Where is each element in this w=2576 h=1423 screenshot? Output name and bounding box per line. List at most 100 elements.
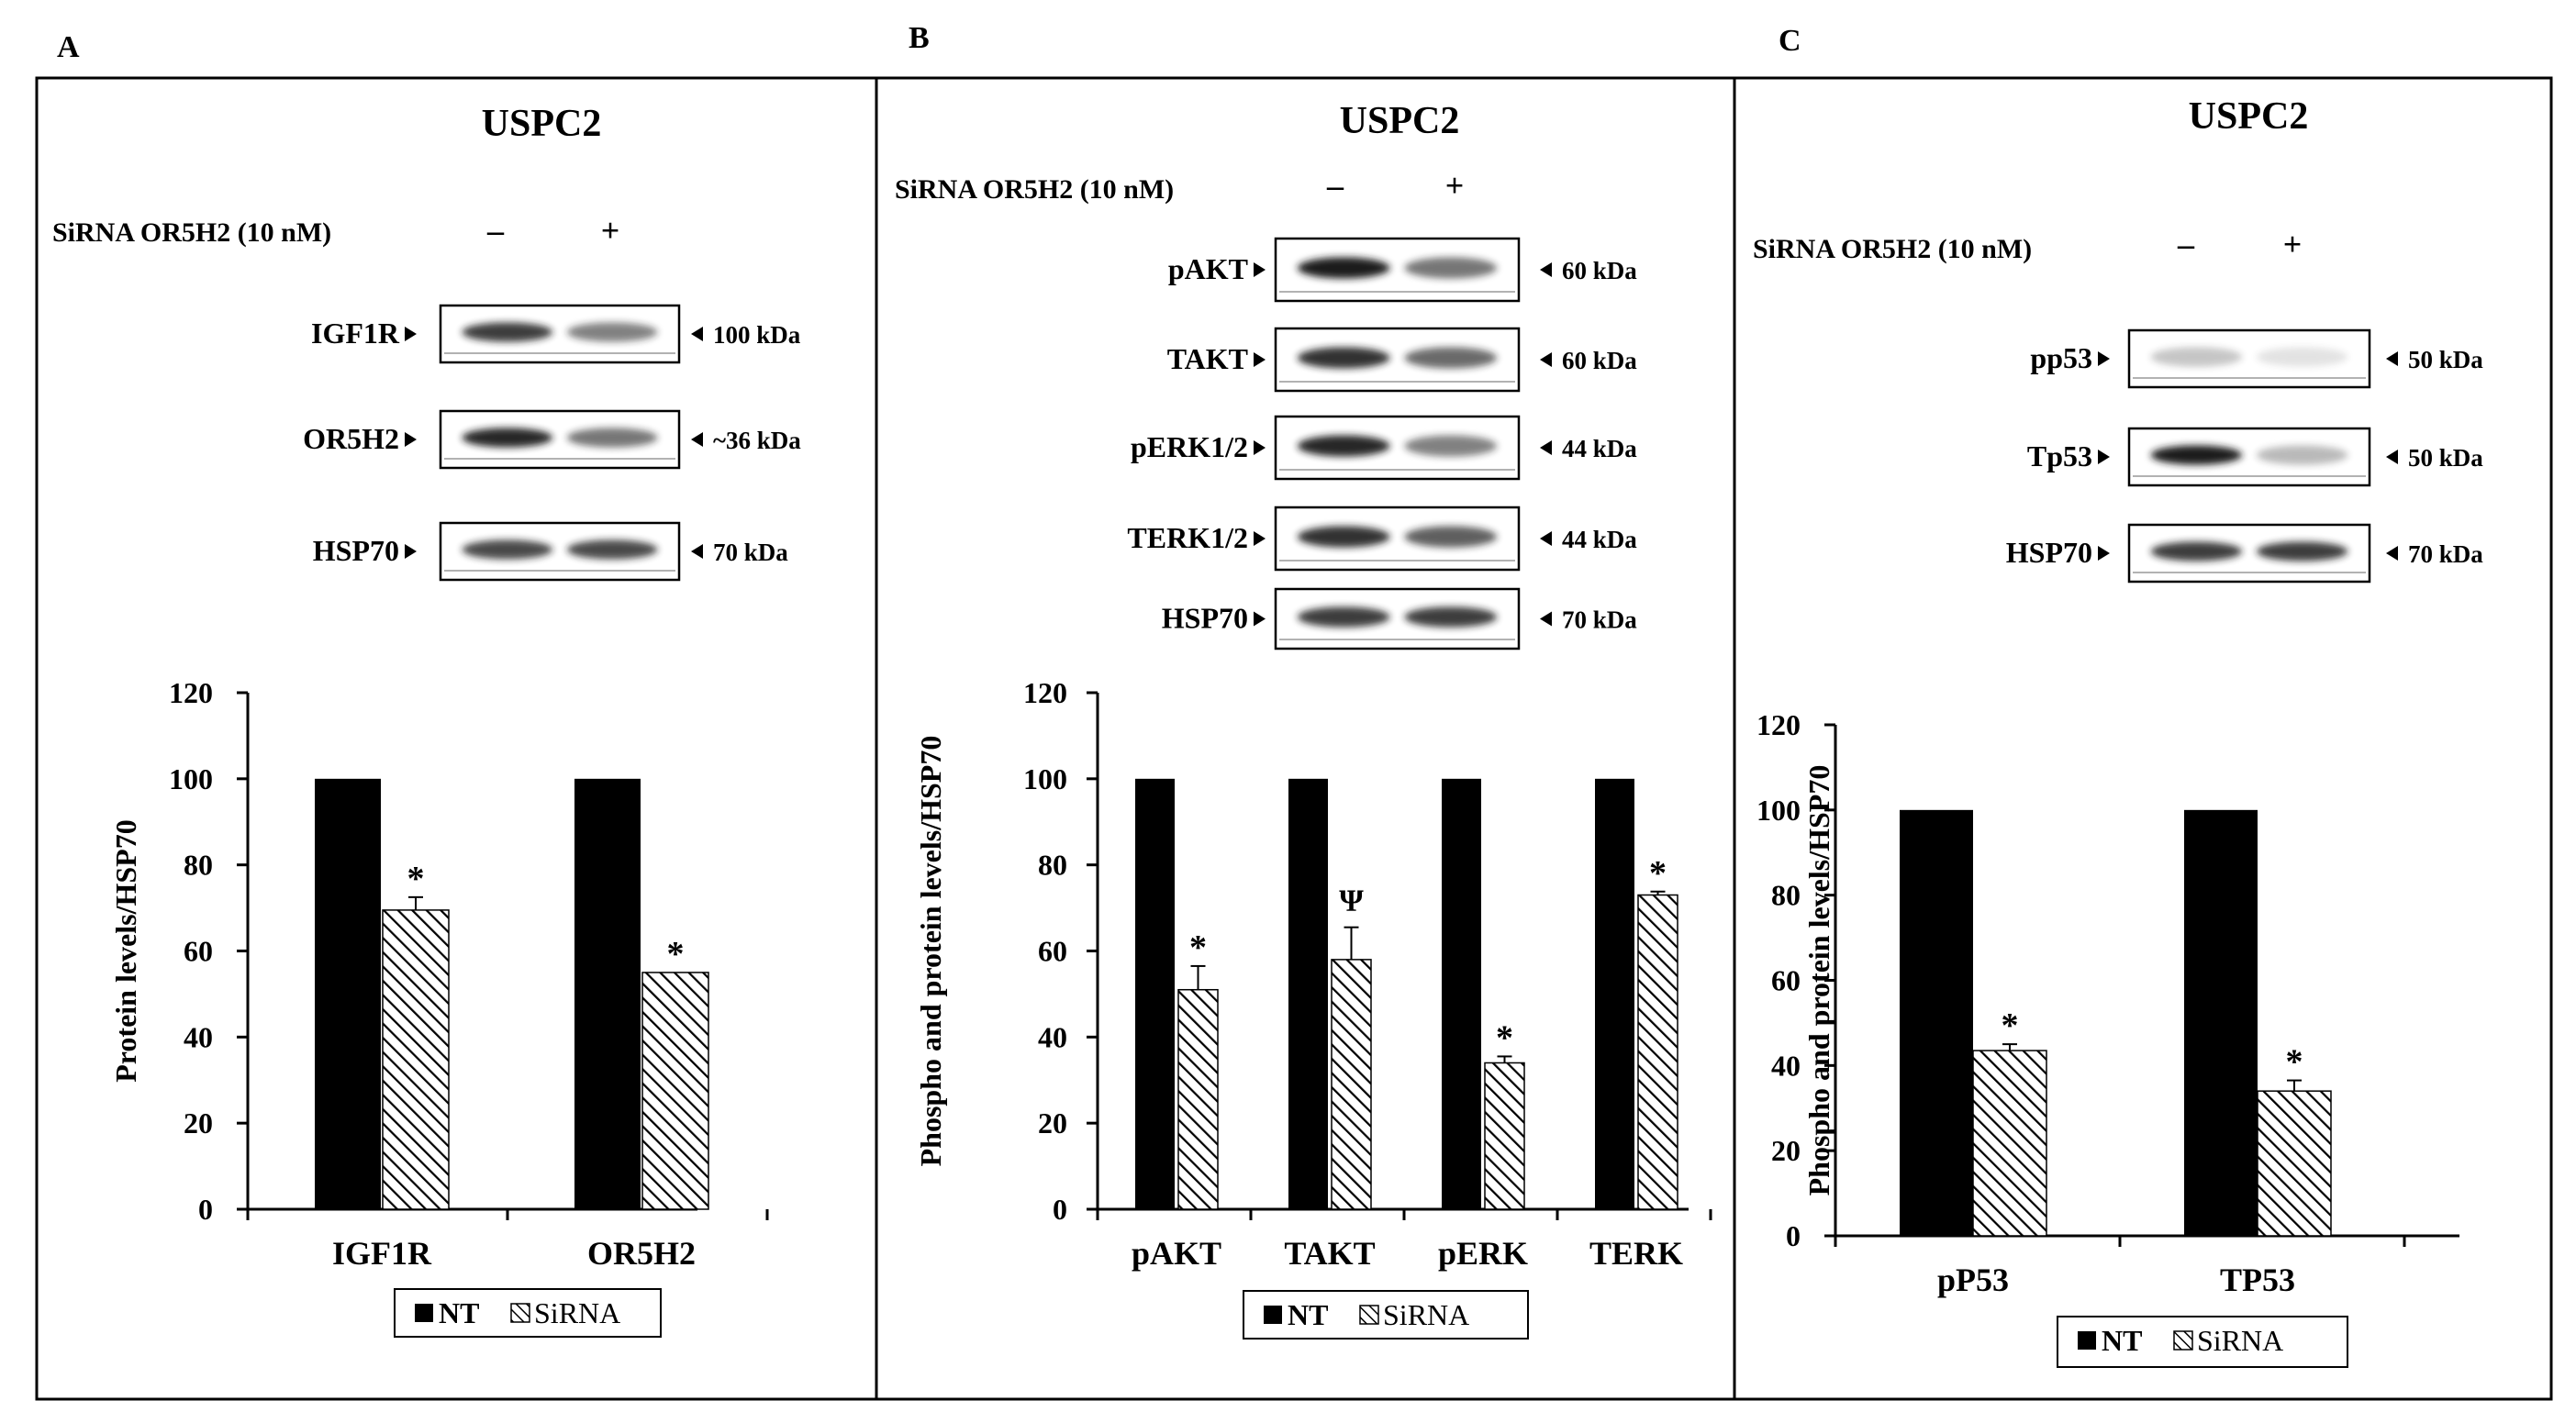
blot-band-nt xyxy=(2150,445,2243,465)
legend: NT SiRNA xyxy=(1243,1290,1529,1340)
blot-band-sirna xyxy=(1404,347,1498,369)
blot-row-perk1-2: pERK1/2 44 kDa xyxy=(1131,415,1637,481)
bar-sirna xyxy=(382,909,450,1210)
x-tick-label: pAKT xyxy=(1132,1235,1221,1272)
right-arrow-icon xyxy=(2098,351,2110,366)
left-arrow-icon xyxy=(691,544,703,559)
legend-frame xyxy=(2057,1316,2348,1368)
blot-band-sirna xyxy=(566,539,658,560)
treatment-label: SiRNA OR5H2 (10 nM) xyxy=(895,174,1174,205)
blot-band-nt xyxy=(1297,347,1390,369)
blot-label: TAKT xyxy=(1167,342,1248,375)
blot-band-nt xyxy=(1297,526,1390,548)
x-tick-label: pP53 xyxy=(1937,1262,2009,1298)
y-tick-label: 100 xyxy=(1023,762,1067,795)
right-arrow-icon xyxy=(2098,546,2110,561)
blot-kda-label: 100 kDa xyxy=(713,321,801,349)
blot-row-or5h2: OR5H2 ~36 kDa xyxy=(303,409,801,470)
blot-band-sirna xyxy=(1404,526,1498,548)
blot-row-hsp70: HSP70 70 kDa xyxy=(2006,523,2483,584)
y-tick-label: 100 xyxy=(1756,794,1801,827)
blot-band-nt xyxy=(1297,257,1390,279)
right-arrow-icon xyxy=(1254,262,1266,277)
significance-mark: * xyxy=(1649,854,1667,893)
blot-kda-label: 50 kDa xyxy=(2408,444,2483,472)
blot-kda-label: 70 kDa xyxy=(1562,606,1637,634)
bar-nt xyxy=(1135,778,1175,1209)
bar-nt xyxy=(1595,778,1634,1209)
bar-sirna xyxy=(1637,894,1678,1210)
significance-mark: * xyxy=(1496,1018,1513,1057)
legend-swatch-nt xyxy=(2078,1331,2096,1350)
left-arrow-icon xyxy=(2386,546,2398,561)
blot-band-sirna xyxy=(566,322,658,342)
treatment-minus: – xyxy=(1326,167,1344,204)
x-tick-label: pERK xyxy=(1438,1235,1528,1272)
right-arrow-icon xyxy=(1254,531,1266,546)
legend-label-sirna: SiRNA xyxy=(534,1296,620,1329)
y-tick-label: 120 xyxy=(1023,676,1067,709)
blot-band-nt xyxy=(462,539,553,560)
treatment-label: SiRNA OR5H2 (10 nM) xyxy=(52,217,331,248)
blot-band-nt xyxy=(1297,606,1390,628)
left-arrow-icon xyxy=(1540,262,1552,277)
legend-swatch-sirna xyxy=(2173,1330,2193,1351)
blot-band-nt xyxy=(2150,541,2243,561)
right-arrow-icon xyxy=(1254,611,1266,627)
treatment-plus: + xyxy=(1445,167,1465,204)
blot-label: HSP70 xyxy=(2006,536,2092,569)
right-arrow-icon xyxy=(1254,352,1266,367)
blot-row-terk1-2: TERK1/2 44 kDa xyxy=(1127,506,1637,572)
blot-kda-label: 70 kDa xyxy=(713,539,788,566)
treatment-label: SiRNA OR5H2 (10 nM) xyxy=(1753,234,2032,264)
blot-band-nt xyxy=(1297,435,1390,457)
legend-swatch-nt xyxy=(415,1304,433,1322)
panel-letter: B xyxy=(909,21,930,55)
x-tick-label: TAKT xyxy=(1284,1235,1375,1272)
left-arrow-icon xyxy=(1540,531,1552,546)
left-arrow-icon xyxy=(1540,352,1552,367)
blot-band-sirna xyxy=(1404,435,1498,457)
bar-nt xyxy=(2184,809,2258,1236)
x-tick-label: OR5H2 xyxy=(587,1235,696,1272)
significance-mark: * xyxy=(1189,928,1207,967)
blot-band-sirna xyxy=(2256,541,2348,561)
y-tick-label: 20 xyxy=(184,1106,213,1140)
panel-letter: A xyxy=(57,30,80,64)
right-arrow-icon xyxy=(2098,450,2110,464)
blot-label: TERK1/2 xyxy=(1127,521,1248,554)
significance-mark: * xyxy=(667,935,685,973)
blot-label: OR5H2 xyxy=(303,422,399,455)
left-arrow-icon xyxy=(2386,351,2398,366)
bar-nt xyxy=(574,778,641,1209)
blot-band-sirna xyxy=(566,428,658,448)
blot-band-nt xyxy=(462,428,553,448)
y-tick-label: 0 xyxy=(198,1193,213,1226)
blot-row-igf1r: IGF1R 100 kDa xyxy=(311,304,801,364)
y-axis-label: Protein levels/HSP70 xyxy=(109,819,142,1082)
legend-swatch-sirna xyxy=(510,1303,530,1323)
blot-band-sirna xyxy=(1404,606,1498,628)
y-tick-label: 100 xyxy=(169,762,213,795)
bar-sirna xyxy=(641,972,709,1210)
left-arrow-icon xyxy=(691,432,703,447)
y-tick-label: 60 xyxy=(1771,964,1801,997)
significance-mark: Ψ xyxy=(1339,884,1364,918)
bar-sirna xyxy=(1484,1062,1525,1210)
panel-title: USPC2 xyxy=(482,103,602,145)
blot-label: pp53 xyxy=(2030,341,2092,374)
right-arrow-icon xyxy=(405,327,417,341)
blot-row-takt: TAKT 60 kDa xyxy=(1167,327,1637,393)
y-tick-label: 40 xyxy=(1771,1049,1801,1082)
significance-mark: * xyxy=(2286,1043,2303,1082)
y-tick-label: 20 xyxy=(1038,1106,1067,1140)
left-arrow-icon xyxy=(691,327,703,341)
blot-band-sirna xyxy=(2256,347,2348,367)
right-arrow-icon xyxy=(405,544,417,559)
blot-band-nt xyxy=(462,322,553,342)
panel-a: A USPC2 SiRNA OR5H2 (10 nM) – + IGF1R 100 kDa O… xyxy=(35,30,878,1401)
